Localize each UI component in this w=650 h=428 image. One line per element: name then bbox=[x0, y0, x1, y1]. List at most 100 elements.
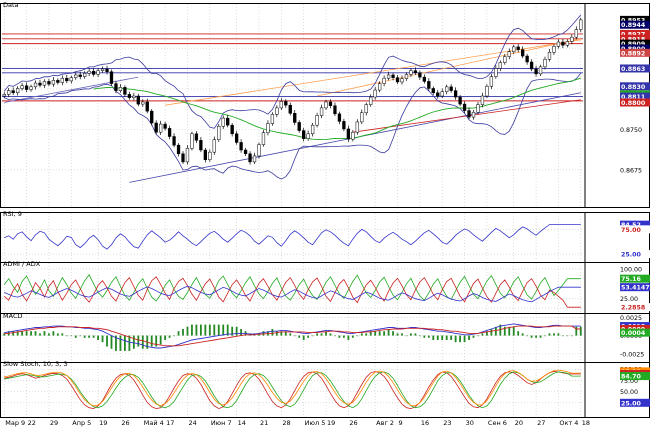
candle-body bbox=[11, 90, 15, 94]
macd-histogram-bar bbox=[365, 333, 368, 336]
macd-histogram-bar bbox=[526, 335, 529, 337]
candle-body bbox=[96, 70, 100, 75]
candle-body bbox=[449, 86, 453, 91]
y-tick-label: 0.8675 bbox=[620, 167, 642, 174]
price-pane-title: Data bbox=[3, 1, 19, 9]
macd-histogram-bar bbox=[141, 335, 144, 349]
rsi-pane-title: RSI, 9 bbox=[3, 210, 22, 218]
macd-histogram-bar bbox=[553, 333, 555, 336]
candle-body bbox=[315, 115, 319, 126]
macd-histogram-bar bbox=[222, 324, 225, 336]
macd-histogram-bar bbox=[530, 335, 533, 338]
macd-histogram-bar bbox=[561, 335, 564, 337]
candle-body bbox=[297, 122, 301, 131]
candle-body bbox=[328, 101, 333, 106]
macd-histogram-bar bbox=[3, 333, 6, 336]
macd-histogram-bar bbox=[293, 335, 296, 337]
macd-histogram-bar bbox=[106, 335, 108, 347]
candle-body bbox=[395, 77, 400, 83]
macd-signal-line bbox=[4, 325, 581, 347]
y-tick-label: 50.00 bbox=[620, 389, 638, 396]
dmi-series-line bbox=[4, 285, 581, 303]
candle-body bbox=[185, 148, 190, 163]
candle-body bbox=[261, 132, 266, 145]
macd-histogram-bar bbox=[436, 335, 439, 340]
candle-body bbox=[234, 133, 239, 143]
macd-histogram-bar bbox=[325, 331, 327, 336]
macd-histogram-bar bbox=[374, 331, 377, 336]
candle-body bbox=[458, 96, 462, 105]
price-label-box bbox=[620, 250, 650, 259]
candle-body bbox=[221, 117, 225, 127]
macd-histogram-bar bbox=[280, 331, 283, 336]
stoch-pane-title: Slow Stoch, 10, 3, 3 bbox=[3, 360, 68, 368]
candle-body bbox=[65, 77, 69, 82]
macd-histogram-bar bbox=[204, 324, 207, 336]
candle-body bbox=[252, 155, 257, 163]
macd-histogram-bar bbox=[199, 324, 202, 336]
candle-body bbox=[570, 36, 574, 42]
x-tick-label: Окт 4 bbox=[559, 419, 578, 427]
candle-body bbox=[212, 139, 216, 153]
price-label-box bbox=[620, 303, 650, 312]
candle-body bbox=[2, 94, 6, 97]
candle-body bbox=[87, 70, 91, 74]
price-label-text: 53.4147 bbox=[621, 285, 650, 292]
macd-histogram-bar bbox=[360, 333, 363, 336]
price-label-text: 75.00 bbox=[621, 227, 642, 234]
x-tick-label: 23 bbox=[443, 419, 451, 427]
macd-histogram-bar bbox=[124, 335, 126, 351]
candle-body bbox=[270, 114, 275, 124]
candle-body bbox=[42, 81, 47, 86]
candle-body bbox=[100, 68, 105, 71]
macd-histogram-bar bbox=[454, 335, 457, 343]
x-tick-label: 28 bbox=[282, 419, 290, 427]
candle-body bbox=[145, 101, 149, 112]
dmi-series-line bbox=[3, 276, 581, 308]
candle-body bbox=[20, 85, 24, 89]
candle-body bbox=[176, 144, 181, 155]
macd-histogram-bar bbox=[30, 331, 32, 336]
macd-histogram-bar bbox=[481, 333, 484, 336]
candle-body bbox=[436, 92, 440, 97]
x-tick-label: 19 bbox=[99, 419, 107, 427]
price-label-box bbox=[620, 398, 650, 407]
x-tick-label: 29 bbox=[50, 419, 58, 427]
candle-body bbox=[489, 76, 494, 87]
macd-histogram-bar bbox=[405, 335, 408, 337]
macd-histogram-bar bbox=[155, 335, 158, 347]
x-tick-label: Июн 7 bbox=[211, 419, 232, 427]
x-tick-label: 27 bbox=[537, 419, 545, 427]
macd-histogram-bar bbox=[535, 335, 537, 338]
x-tick-label: Авг 2 bbox=[376, 419, 394, 427]
x-tick-label: 17 bbox=[166, 419, 174, 427]
candle-body bbox=[319, 107, 324, 116]
price-label-box bbox=[620, 283, 650, 292]
macd-histogram-bar bbox=[115, 335, 117, 351]
macd-histogram-bar bbox=[579, 326, 582, 336]
x-tick-label: Мар 9 bbox=[5, 419, 25, 427]
price-label-text: 0.8830 bbox=[621, 84, 646, 91]
macd-histogram-bar bbox=[445, 335, 448, 340]
macd-histogram-bar bbox=[298, 335, 301, 338]
candle-body bbox=[431, 88, 435, 94]
macd-histogram-bar bbox=[173, 335, 175, 337]
macd-histogram-bar bbox=[177, 331, 180, 336]
candle-body bbox=[47, 81, 51, 85]
macd-histogram-bar bbox=[262, 331, 265, 336]
macd-histogram-bar bbox=[414, 333, 417, 336]
macd-histogram-bar bbox=[548, 333, 551, 336]
candle-body bbox=[561, 41, 565, 46]
candle-body bbox=[373, 89, 377, 98]
candle-body bbox=[141, 101, 145, 105]
macd-histogram-bar bbox=[468, 335, 470, 340]
candle-body bbox=[337, 113, 342, 122]
candle-body bbox=[230, 124, 234, 135]
candle-body bbox=[51, 80, 56, 85]
x-tick-label: 30 bbox=[466, 419, 474, 427]
macd-histogram-bar bbox=[378, 331, 381, 336]
macd-histogram-bar bbox=[271, 328, 274, 336]
candle-body bbox=[494, 68, 498, 77]
candle-body bbox=[38, 82, 42, 86]
candle-body bbox=[56, 80, 60, 83]
